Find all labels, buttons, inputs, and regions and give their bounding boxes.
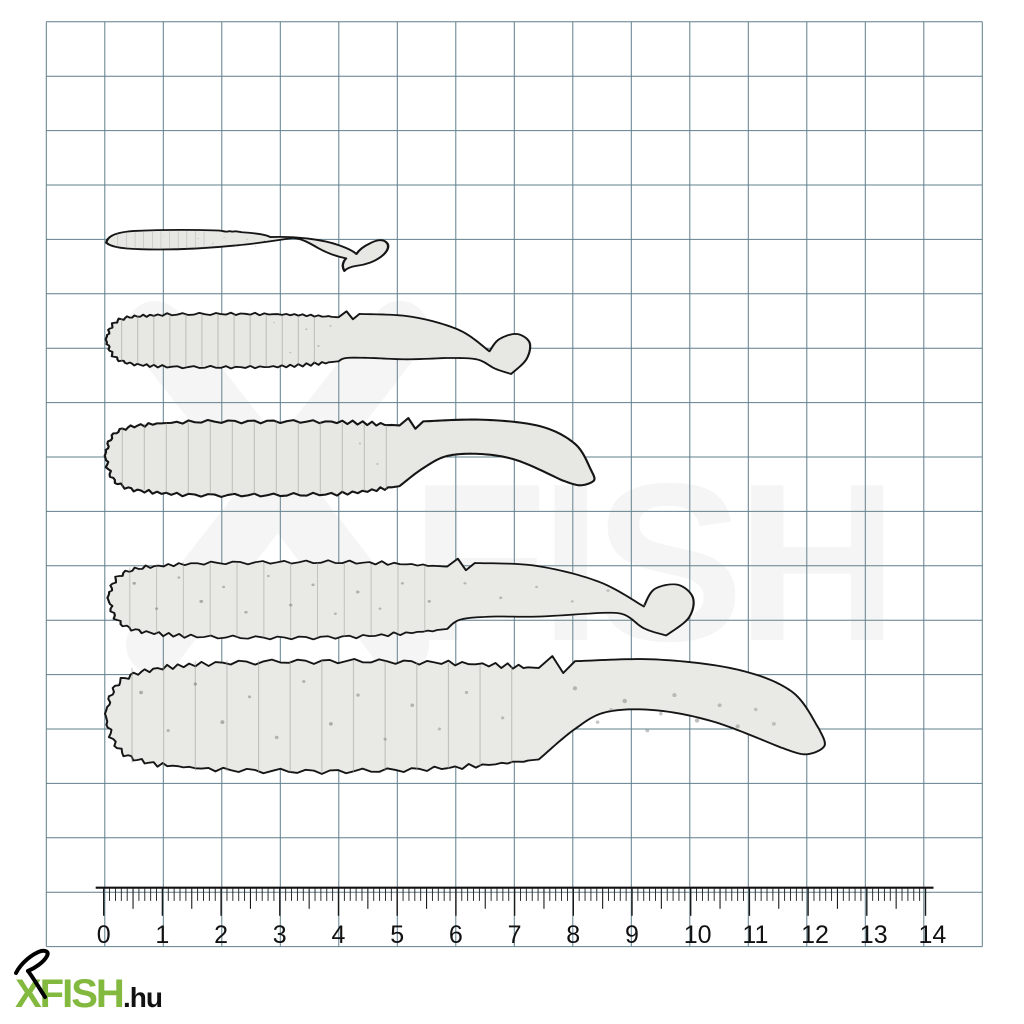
svg-text:0: 0: [97, 921, 111, 949]
svg-text:.hu: .hu: [123, 982, 162, 1013]
svg-text:3: 3: [273, 921, 287, 949]
svg-text:1: 1: [155, 921, 169, 949]
svg-text:6: 6: [449, 921, 463, 949]
svg-text:10: 10: [684, 921, 712, 949]
svg-text:5: 5: [390, 921, 404, 949]
svg-text:8: 8: [566, 921, 580, 949]
svg-text:11: 11: [742, 921, 768, 949]
svg-text:9: 9: [625, 921, 639, 949]
svg-text:14: 14: [919, 921, 947, 949]
svg-text:4: 4: [332, 921, 346, 949]
svg-text:12: 12: [801, 921, 829, 949]
svg-text:13: 13: [860, 921, 888, 949]
svg-text:FISH: FISH: [410, 436, 891, 688]
svg-text:7: 7: [508, 921, 522, 949]
svg-text:2: 2: [214, 921, 228, 949]
